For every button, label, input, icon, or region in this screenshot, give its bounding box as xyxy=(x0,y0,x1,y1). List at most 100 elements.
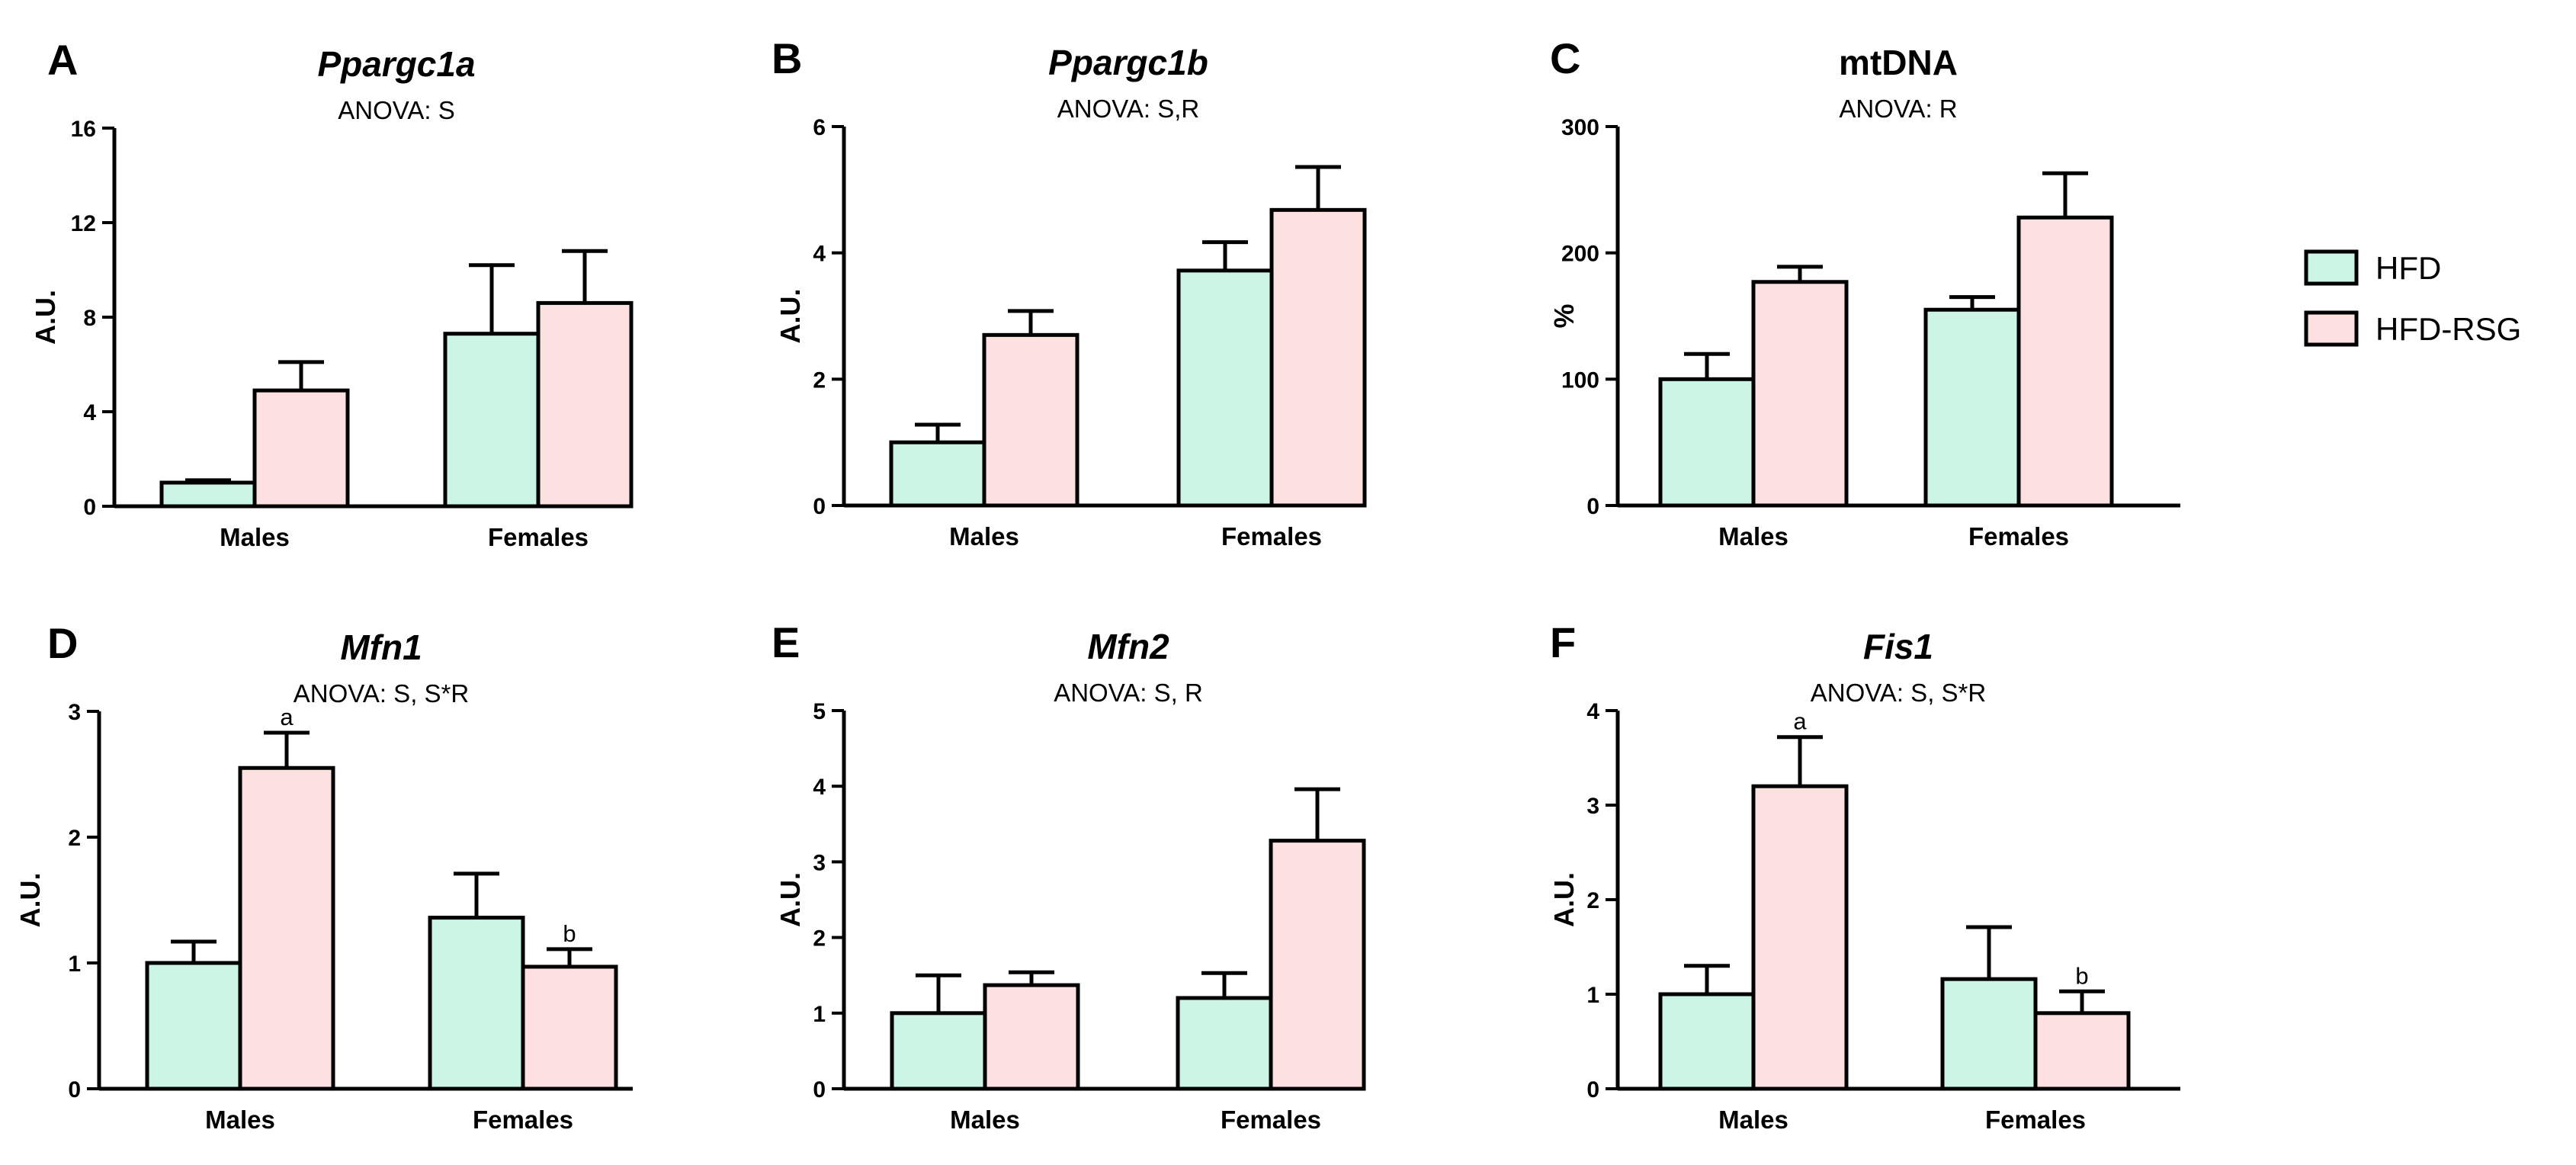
x-category-label: Males xyxy=(950,1106,1020,1134)
bar-hfd-rsg-males xyxy=(983,983,1080,1091)
panel-title: Mfn2 xyxy=(1087,627,1169,666)
anova-subtitle: ANOVA: S, R xyxy=(1054,679,1203,707)
panel-title: Fis1 xyxy=(1863,627,1933,666)
bar-hfd-rsg-males xyxy=(238,765,335,1091)
bar-hfd-rsg-females xyxy=(2033,1011,2131,1091)
panel-letter: D xyxy=(47,619,78,667)
y-tick-label: 2 xyxy=(68,826,81,851)
y-axis-label: A.U. xyxy=(1548,872,1580,927)
anova-subtitle: ANOVA: S, S*R xyxy=(294,679,469,708)
anova-subtitle: ANOVA: S, S*R xyxy=(1811,679,1986,707)
y-axis-label: A.U. xyxy=(30,290,61,345)
y-tick-label: 3 xyxy=(813,850,826,875)
legend: HFD HFD-RSG xyxy=(2304,249,2521,347)
y-tick-label: 16 xyxy=(71,117,96,142)
anova-subtitle: ANOVA: S,R xyxy=(1057,95,1199,123)
bar-hfd-females xyxy=(1176,996,1273,1091)
x-category-label: Females xyxy=(1985,1106,2086,1134)
y-tick-label: 0 xyxy=(83,495,96,520)
panel-title: Ppargc1a xyxy=(317,44,475,84)
x-category-label: Females xyxy=(488,523,589,551)
panel-e: E Mfn2 ANOVA: S, R 0 1 2 3 4 5 A.U. Males Females xyxy=(772,618,1366,1134)
significance-label: b xyxy=(2075,962,2088,989)
legend-label: HFD-RSG xyxy=(2376,311,2521,347)
panel-b: B Ppargc1b ANOVA: S,R 0 2 4 6 A.U. Males Females xyxy=(772,34,1367,550)
y-axis-label: % xyxy=(1548,303,1580,328)
bar-hfd-males xyxy=(1658,377,1756,508)
bar-hfd-females xyxy=(1176,268,1274,508)
significance-label: b xyxy=(563,920,576,947)
y-tick-label: 0 xyxy=(1586,1077,1599,1102)
y-tick-label: 200 xyxy=(1561,242,1599,267)
y-tick-label: 8 xyxy=(83,306,96,331)
legend-item-hfd-rsg: HFD-RSG xyxy=(2304,310,2521,347)
x-category-label: Males xyxy=(949,522,1019,550)
anova-subtitle: ANOVA: S xyxy=(338,96,454,124)
y-tick-label: 4 xyxy=(1586,699,1599,724)
bar-hfd-rsg-females xyxy=(2016,215,2114,508)
legend-swatch xyxy=(2304,310,2359,347)
y-axis-label: A.U. xyxy=(14,873,46,928)
y-tick-label: 2 xyxy=(1586,888,1599,913)
anova-subtitle: ANOVA: R xyxy=(1839,95,1957,123)
y-tick-label: 1 xyxy=(813,1002,826,1027)
bar-hfd-rsg-females xyxy=(521,964,618,1091)
panel-title: Mfn1 xyxy=(340,627,422,667)
y-tick-label: 1 xyxy=(1586,983,1599,1008)
x-category-label: Males xyxy=(1718,522,1788,550)
legend-label: HFD xyxy=(2376,250,2441,286)
y-tick-label: 12 xyxy=(71,211,96,236)
x-category-label: Females xyxy=(473,1106,573,1134)
y-axis-label: A.U. xyxy=(775,289,806,344)
legend-item-hfd: HFD xyxy=(2304,249,2441,286)
y-tick-label: 2 xyxy=(813,926,826,952)
panel-letter: E xyxy=(772,618,800,666)
bar-hfd-rsg-males xyxy=(1751,784,1849,1091)
significance-label: a xyxy=(1793,708,1807,735)
panel-d: D Mfn1 ANOVA: S, S*R 0 1 2 3 A.U. a Males b Females xyxy=(14,619,633,1134)
y-tick-label: 100 xyxy=(1561,367,1599,393)
bar-hfd-males xyxy=(889,440,986,508)
x-category-label: Females xyxy=(1221,522,1322,550)
bar-hfd-females xyxy=(443,332,541,509)
panel-letter: A xyxy=(47,36,78,84)
y-tick-label: 3 xyxy=(1586,794,1599,819)
panel-f: F Fis1 ANOVA: S, S*R 0 1 2 3 4 A.U. a Males b Female… xyxy=(1548,618,2180,1134)
y-tick-label: 6 xyxy=(813,115,826,140)
y-tick-label: 2 xyxy=(813,367,826,393)
bar-hfd-females xyxy=(1923,307,2021,508)
bar-hfd-rsg-females xyxy=(536,300,634,509)
panel-letter: C xyxy=(1550,34,1580,82)
bar-hfd-females xyxy=(428,916,525,1091)
x-category-label: Males xyxy=(1718,1106,1788,1134)
y-tick-label: 5 xyxy=(813,699,826,724)
y-tick-label: 4 xyxy=(83,400,96,425)
y-tick-label: 0 xyxy=(813,1077,826,1102)
y-tick-label: 0 xyxy=(1586,494,1599,519)
panel-title: mtDNA xyxy=(1839,43,1958,82)
x-category-label: Females xyxy=(1968,522,2069,550)
bar-hfd-rsg-females xyxy=(1269,207,1367,508)
y-tick-label: 300 xyxy=(1561,115,1599,140)
bar-hfd-rsg-females xyxy=(1269,839,1366,1091)
x-category-label: Males xyxy=(205,1106,275,1134)
bar-hfd-males xyxy=(145,961,242,1091)
bar-hfd-rsg-males xyxy=(1751,280,1849,508)
bar-hfd-males xyxy=(1658,992,1756,1091)
y-tick-label: 0 xyxy=(813,494,826,519)
x-category-label: Males xyxy=(220,523,290,551)
y-axis-label: A.U. xyxy=(775,872,806,927)
panel-letter: B xyxy=(772,34,802,82)
bar-hfd-rsg-males xyxy=(252,388,350,509)
panel-letter: F xyxy=(1550,618,1576,666)
bar-hfd-males xyxy=(890,1011,987,1091)
panel-a: A Ppargc1a ANOVA: S 0 4 8 12 16 A.U. Males Females xyxy=(30,36,634,551)
bar-hfd-females xyxy=(1940,977,2038,1091)
y-tick-label: 1 xyxy=(68,952,81,977)
significance-label: a xyxy=(280,704,294,730)
bar-hfd-males xyxy=(159,480,257,509)
panel-title: Ppargc1b xyxy=(1048,43,1208,82)
